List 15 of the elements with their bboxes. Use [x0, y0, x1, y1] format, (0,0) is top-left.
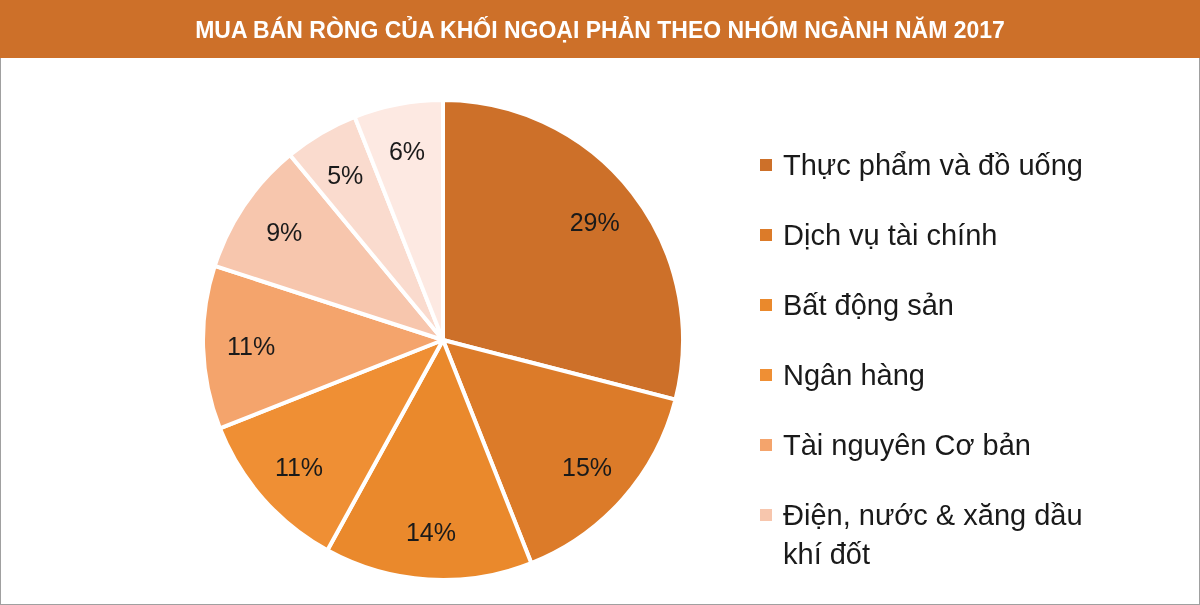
legend-label: Bất động sản	[783, 289, 954, 321]
data-label: 15%	[562, 452, 613, 481]
legend-label: Dịch vụ tài chính	[783, 219, 998, 251]
legend-label: Tài nguyên Cơ bản	[783, 429, 1031, 461]
data-label: 6%	[388, 137, 426, 166]
data-label: 11%	[227, 332, 276, 361]
data-label: 5%	[327, 160, 364, 189]
legend-label: Điện, nước & xăng dầu khí đốt	[783, 499, 1083, 570]
data-label: 29%	[569, 208, 620, 237]
data-label: 9%	[266, 218, 303, 247]
legend-label: Thực phẩm và đồ uống	[783, 149, 1083, 181]
data-label: 11%	[274, 452, 324, 481]
legend-label: Ngân hàng	[783, 359, 925, 391]
chart-title: MUA BÁN RÒNG CỦA KHỐI NGOẠI PHẢN THEO NHÓM NGÀNH NĂM 2017	[195, 14, 1005, 44]
data-label: 14%	[405, 517, 456, 546]
